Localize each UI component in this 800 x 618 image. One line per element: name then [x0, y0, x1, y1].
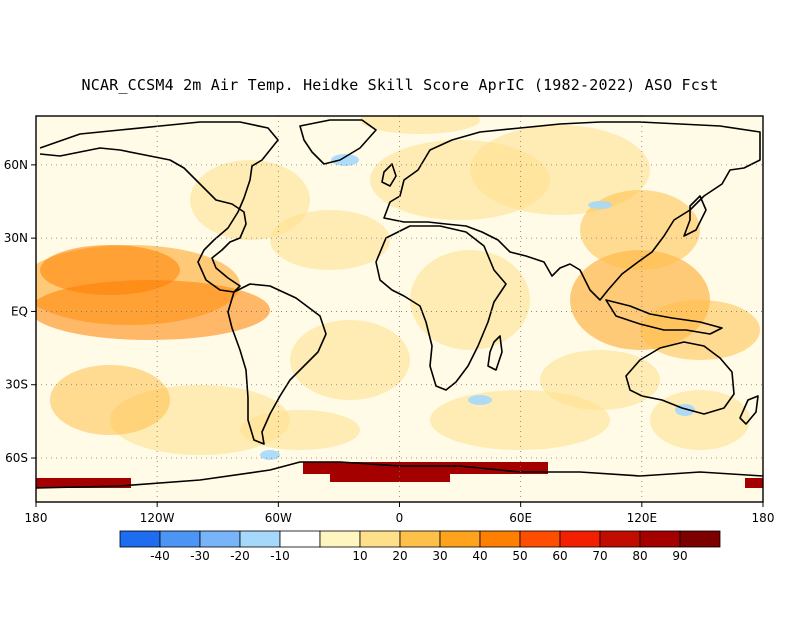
skill-patch [650, 390, 750, 450]
lat-tick-label: 30S [5, 378, 28, 392]
coast-north-america [39, 121, 279, 293]
colorbar-label: 50 [512, 549, 527, 563]
lon-tick-label: 180 [752, 511, 775, 525]
skill-patch [580, 190, 700, 270]
coast-madagascar [487, 335, 503, 371]
coast-uk [381, 163, 397, 187]
coast-africa [375, 225, 507, 391]
skill-patch [360, 116, 480, 134]
lat-tick-label: 30N [4, 231, 28, 245]
colorbar-swatch [199, 530, 241, 548]
colorbar: -40 -30 -20 -10 10 20 30 40 50 60 70 80 90 [119, 530, 721, 563]
skill-score-field [36, 116, 763, 502]
lon-tick-label: 60E [509, 511, 532, 525]
lon-tick-label: 180 [25, 511, 48, 525]
colorbar-label: -40 [150, 549, 170, 563]
lat-tick-label: EQ [11, 304, 28, 318]
colorbar-swatch [439, 530, 481, 548]
skill-patch [290, 320, 410, 400]
skill-patch [190, 160, 310, 240]
colorbar-label: 80 [632, 549, 647, 563]
skill-patch [240, 410, 360, 450]
lon-tick-label: 0 [396, 511, 404, 525]
high-skill-block [36, 478, 131, 488]
high-skill-block [745, 478, 763, 488]
coastlines [36, 119, 763, 489]
map-title: NCAR_CCSM4 2m Air Temp. Heidke Skill Sco… [81, 76, 719, 94]
colorbar-swatch [399, 530, 441, 548]
colorbar-swatch [479, 530, 521, 548]
skill-patch [410, 250, 530, 350]
colorbar-label: 40 [472, 549, 487, 563]
colorbar-label: 70 [592, 549, 607, 563]
colorbar-label: 90 [672, 549, 687, 563]
negative-skill-patch [260, 450, 280, 460]
colorbar-swatch [519, 530, 561, 548]
lat-lon-grid [36, 116, 763, 502]
skill-patch [640, 300, 760, 360]
negative-skill-patch [331, 154, 359, 166]
lon-tick-label: 120E [627, 511, 658, 525]
colorbar-swatch [599, 530, 641, 548]
colorbar-swatch [239, 530, 281, 548]
colorbar-swatch [319, 530, 361, 548]
axis-ticks: 180 120W 60W 0 60E 120E 180 60N 30N EQ 30S 60S [4, 158, 775, 525]
colorbar-label: 30 [432, 549, 447, 563]
coast-antarctica [36, 461, 763, 489]
colorbar-label: -20 [230, 549, 250, 563]
colorbar-swatch [679, 530, 721, 548]
coast-south-america [227, 283, 327, 445]
lat-tick-label: 60N [4, 158, 28, 172]
skill-patch [370, 140, 550, 220]
colorbar-swatch [159, 530, 201, 548]
skill-patch [50, 365, 170, 435]
colorbar-label: 20 [392, 549, 407, 563]
colorbar-swatch [119, 530, 161, 548]
skill-patch [36, 280, 270, 340]
lat-tick-label: 60S [5, 451, 28, 465]
skill-patch [40, 245, 180, 295]
colorbar-swatch [359, 530, 401, 548]
colorbar-swatch [559, 530, 601, 548]
skill-patch [430, 390, 610, 450]
coast-new-zealand [739, 395, 759, 425]
coast-greenland [299, 119, 377, 165]
colorbar-label: 60 [552, 549, 567, 563]
negative-skill-patch [468, 395, 492, 405]
colorbar-label: 10 [352, 549, 367, 563]
skill-patch [270, 210, 390, 270]
colorbar-label: -10 [270, 549, 290, 563]
coast-indonesia [605, 299, 723, 335]
high-skill-block [330, 470, 450, 482]
coast-eurasia [383, 121, 761, 301]
colorbar-swatch [639, 530, 681, 548]
skill-patch [540, 350, 660, 410]
colorbar-label: -30 [190, 549, 210, 563]
coast-australia [625, 341, 735, 415]
lon-tick-label: 60W [265, 511, 292, 525]
negative-skill-patch [588, 201, 612, 209]
colorbar-swatch [279, 530, 321, 548]
lon-tick-label: 120W [140, 511, 175, 525]
coast-japan [683, 195, 707, 237]
